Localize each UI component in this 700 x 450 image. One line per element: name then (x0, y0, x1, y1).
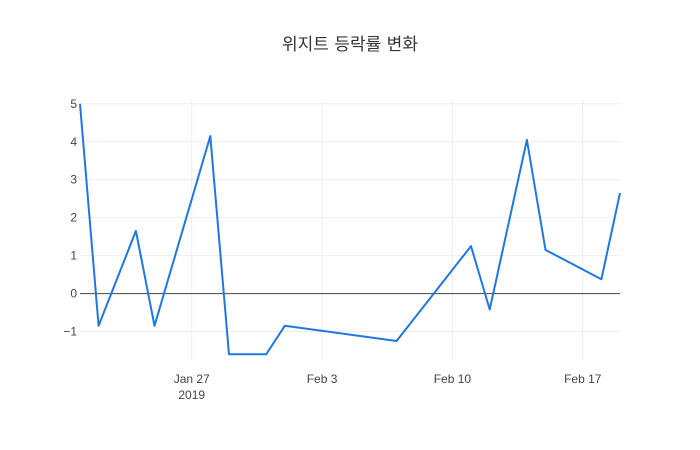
y-tick-label: 2 (70, 211, 77, 225)
x-tick-sublabel: 2019 (178, 388, 205, 402)
axis-layer: −1 0 1 2 3 4 5 Jan 27 2019 Feb 3 Feb 10 Feb 17 (63, 97, 620, 402)
y-tick-label: 3 (70, 173, 77, 187)
series-line (79, 103, 621, 356)
y-tick-label: −1 (63, 325, 77, 339)
x-tick-label: Jan 27 (174, 372, 210, 386)
x-tick-label: Feb 17 (564, 372, 602, 386)
y-tick-label: 4 (70, 135, 77, 149)
y-tick-label: 1 (70, 249, 77, 263)
grid-layer (80, 100, 620, 360)
chart-title: 위지트 등락률 변화 (282, 35, 418, 55)
x-tick-label: Feb 10 (434, 372, 472, 386)
series-layer (79, 103, 621, 356)
y-tick-label: 5 (70, 97, 77, 111)
x-tick-label: Feb 3 (307, 372, 338, 386)
y-tick-label: 0 (70, 287, 77, 301)
